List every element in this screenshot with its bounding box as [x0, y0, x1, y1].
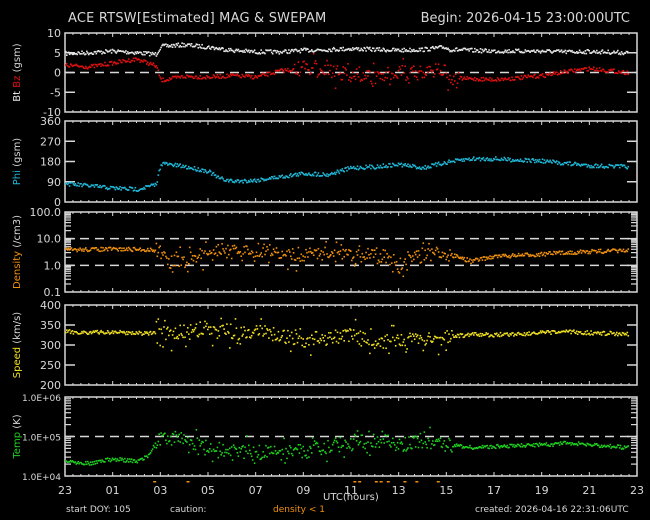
x-tick-label: 03	[153, 484, 167, 497]
svg-text:200: 200	[40, 379, 61, 392]
svg-text:270: 270	[40, 135, 61, 148]
created-time: created: 2026-04-16 22:31:06UTC	[475, 505, 629, 515]
svg-text:250: 250	[40, 359, 61, 372]
svg-text:1.0: 1.0	[44, 259, 62, 272]
svg-text:Speed (km/s): Speed (km/s)	[12, 312, 23, 379]
svg-text:1.0E+04: 1.0E+04	[22, 473, 61, 483]
svg-text:-5: -5	[50, 86, 61, 99]
svg-text:Bt Bz (gsm): Bt Bz (gsm)	[12, 43, 23, 101]
svg-text:360: 360	[40, 115, 61, 128]
svg-text:100.0: 100.0	[30, 206, 62, 219]
x-tick-label: 23	[58, 484, 72, 497]
x-tick-label: 17	[487, 484, 501, 497]
svg-text:0: 0	[54, 196, 61, 209]
x-tick-label: 05	[201, 484, 215, 497]
x-tick-label: 21	[582, 484, 596, 497]
begin-time: Begin: 2026-04-15 23:00:00UTC	[420, 11, 630, 26]
svg-text:5: 5	[54, 47, 61, 60]
x-tick-label: 01	[106, 484, 120, 497]
svg-text:Phi (gsm): Phi (gsm)	[12, 138, 23, 186]
svg-text:-10: -10	[43, 106, 61, 119]
svg-text:1.0E+06: 1.0E+06	[22, 394, 61, 404]
x-tick-label: 09	[296, 484, 310, 497]
start-doy: start DOY: 105	[66, 505, 131, 515]
x-tick-label: 13	[392, 484, 406, 497]
x-axis-label: UTC(hours)	[323, 492, 379, 503]
temp-panel: 1.0E+06 1.0E+05 1.0E+04 Temp (K)	[12, 394, 638, 483]
svg-text:10.0: 10.0	[37, 233, 62, 246]
svg-text:Temp (K): Temp (K)	[12, 414, 23, 459]
svg-text:180: 180	[40, 156, 61, 169]
svg-text:0.1: 0.1	[44, 286, 62, 299]
density-panel: 100.0 10.0 1.0 0.1 Density (/cm3)	[12, 206, 638, 299]
speed-panel: 400 350 300 250 200 Speed (km/s)	[12, 299, 638, 392]
phi-panel: 360 270 180 90 0 Phi (gsm)	[12, 115, 638, 209]
x-tick-label: 19	[535, 484, 549, 497]
svg-text:400: 400	[40, 299, 61, 312]
svg-text:10: 10	[47, 27, 61, 40]
caution-label: caution:	[170, 505, 207, 515]
svg-text:90: 90	[47, 176, 61, 189]
svg-text:0: 0	[54, 67, 61, 80]
x-tick-label: 11	[344, 484, 358, 497]
x-tick-label: 07	[249, 484, 263, 497]
x-tick-label: 23	[630, 484, 644, 497]
svg-text:1.0E+05: 1.0E+05	[22, 434, 61, 444]
svg-text:Density (/cm3): Density (/cm3)	[12, 215, 23, 289]
x-tick-label: 15	[439, 484, 453, 497]
svg-text:300: 300	[40, 339, 61, 352]
bt-bz-panel: 10 5 0 -5 -10 Bt Bz (gsm)	[12, 27, 638, 119]
chart-title: ACE RTSW[Estimated] MAG & SWEPAM	[68, 11, 327, 26]
caution-value: density < 1	[273, 505, 325, 515]
svg-text:350: 350	[40, 319, 61, 332]
